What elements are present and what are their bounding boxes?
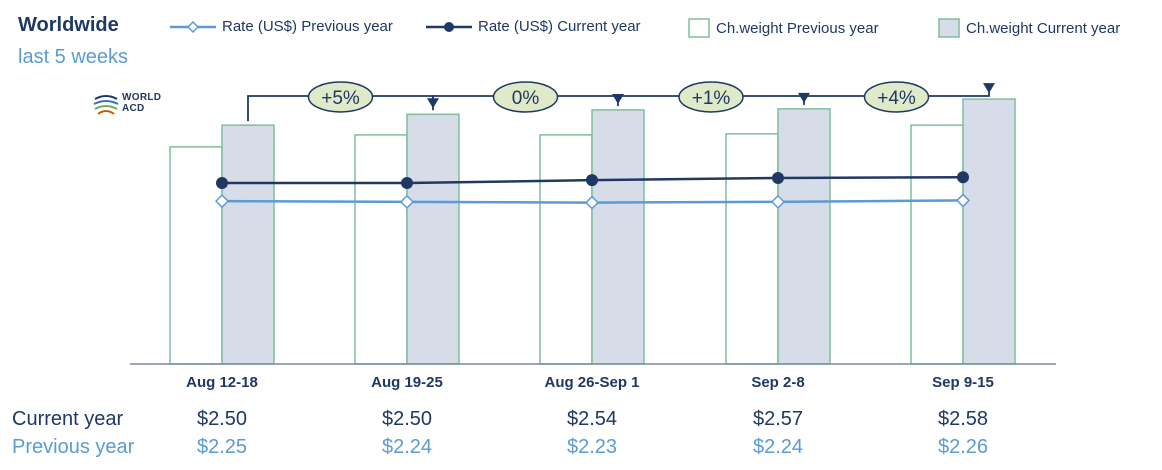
previous-year-rate: $2.26	[937, 436, 989, 458]
point-rate-current	[957, 171, 969, 184]
x-tick-label: Aug 19-25	[371, 374, 443, 391]
point-rate-previous	[214, 194, 230, 209]
change-callout-bubble	[678, 81, 744, 113]
legend-label: Ch.weight Previous year	[716, 19, 879, 37]
point-rate-current	[216, 177, 228, 190]
previous-year-rate: $2.24	[381, 436, 433, 458]
change-callout-bubble	[492, 81, 559, 113]
current-year-rate: $2.54	[566, 408, 618, 430]
legend-item-rate-prev: Rate (US$) Previous year	[170, 18, 393, 35]
globe-logo-icon	[93, 95, 119, 115]
x-tick-label: Sep 9-15	[932, 374, 994, 391]
change-arrow-head	[983, 83, 995, 94]
previous-year-rate: $2.23	[566, 436, 618, 458]
current-year-rate: $2.50	[381, 408, 433, 430]
chart-title: Worldwide	[18, 14, 119, 36]
previous-year-label: Previous year	[12, 436, 135, 458]
legend-line-diamond-icon	[170, 20, 216, 33]
bar-weight-previous	[354, 134, 408, 365]
point-rate-previous	[955, 193, 971, 208]
logo-text: WORLD ACD	[122, 92, 162, 114]
previous-year-rate: $2.24	[752, 436, 804, 458]
world-acd-logo: WORLD ACD	[92, 90, 182, 120]
x-tick-label: Sep 2-8	[751, 374, 804, 391]
change-callout-bubble	[863, 81, 930, 113]
point-rate-previous	[770, 194, 786, 209]
current-year-rate: $2.57	[752, 408, 804, 430]
change-label: 0%	[512, 88, 540, 109]
bar-weight-previous	[725, 133, 779, 365]
bar-weight-previous	[910, 124, 964, 365]
chart-subtitle: last 5 weeks	[18, 46, 129, 68]
point-rate-current	[401, 177, 413, 190]
point-rate-previous	[399, 194, 415, 209]
previous-year-rate: $2.25	[196, 436, 248, 458]
legend-label: Ch.weight Current year	[966, 19, 1121, 37]
point-rate-previous	[584, 195, 600, 210]
legend-box-white-icon	[688, 18, 710, 38]
change-label: +5%	[321, 88, 360, 109]
bar-weight-previous	[539, 134, 593, 365]
legend-box-grey-icon	[938, 18, 960, 38]
point-rate-current	[586, 174, 598, 187]
point-rate-current	[772, 171, 784, 184]
bar-weight-current	[591, 109, 645, 365]
legend-label: Rate (US$) Previous year	[222, 18, 393, 35]
legend-line-dot-icon	[426, 21, 472, 32]
change-callout-bubble	[307, 81, 374, 113]
legend-item-weight-cur: Ch.weight Current year	[938, 18, 1120, 38]
legend-item-rate-cur: Rate (US$) Current year	[426, 18, 641, 35]
bar-weight-current	[777, 108, 831, 365]
current-year-rate: $2.58	[937, 408, 989, 430]
bar-weight-current	[406, 113, 460, 365]
x-tick-label: Aug 26-Sep 1	[544, 374, 639, 391]
current-year-label: Current year	[12, 408, 124, 430]
bar-weight-previous	[169, 146, 223, 365]
legend-label: Rate (US$) Current year	[478, 18, 641, 35]
current-year-rate: $2.50	[196, 408, 248, 430]
x-tick-label: Aug 12-18	[186, 374, 258, 391]
bar-weight-current	[962, 98, 1016, 365]
change-label: +4%	[877, 88, 916, 109]
legend-item-weight-prev: Ch.weight Previous year	[688, 18, 879, 38]
bar-weight-current	[221, 124, 275, 365]
change-label: +1%	[692, 88, 731, 109]
